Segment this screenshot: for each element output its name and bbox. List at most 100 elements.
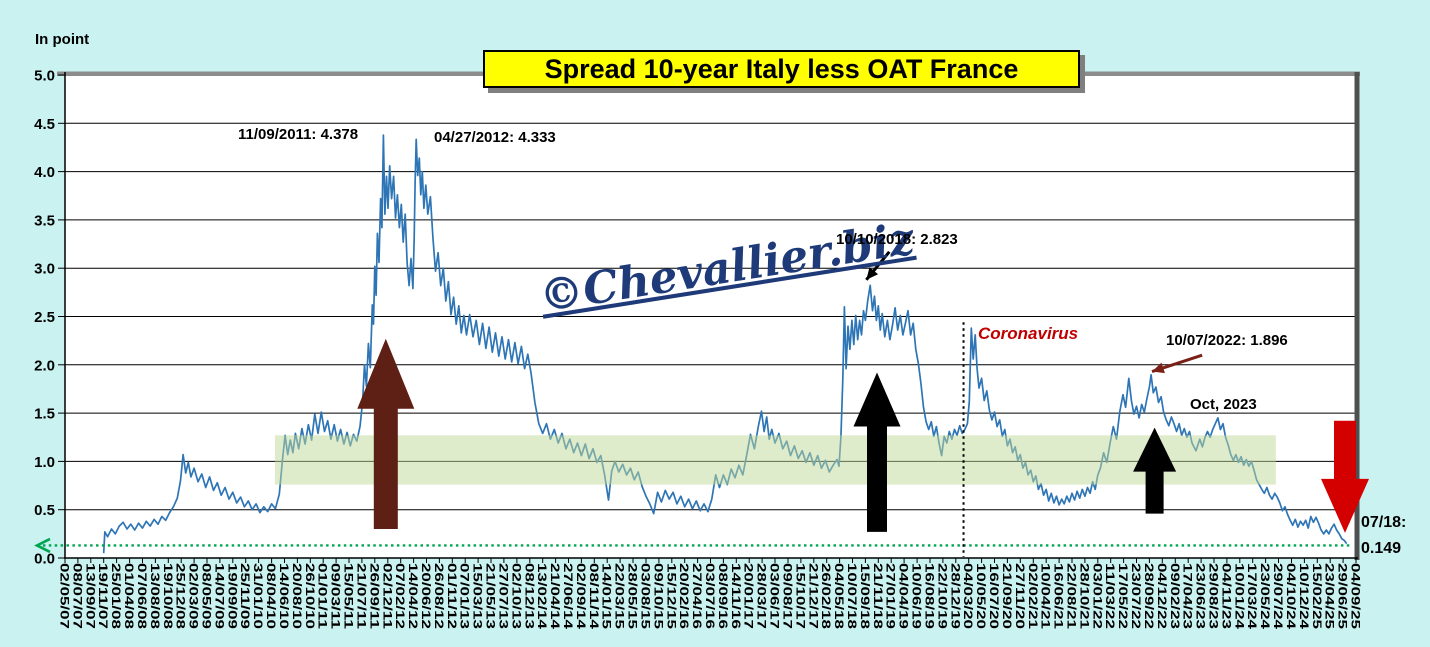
x-tick-label: 01/11/12 — [445, 563, 459, 629]
x-tick-label: 15/12/15 — [664, 563, 678, 629]
x-tick-label: 20/02/16 — [677, 563, 691, 629]
x-tick-label: 21/07/11 — [354, 563, 368, 629]
x-tick-label: 27/01/19 — [884, 563, 898, 629]
x-tick-label: 04/11/23 — [1219, 563, 1233, 629]
x-tick-label: 25/12/08 — [174, 563, 188, 629]
x-tick-label: 10/05/20 — [974, 563, 988, 629]
x-tick-label: 17/03/24 — [1245, 563, 1259, 629]
x-tick-label: 28/10/21 — [1077, 563, 1091, 629]
x-tick-label: 04/04/19 — [897, 563, 911, 629]
x-tick-label: 28/03/17 — [755, 563, 769, 629]
x-tick-label: 27/06/14 — [561, 563, 575, 629]
x-tick-label: 07/01/13 — [458, 563, 472, 629]
x-tick-label: 21/12/17 — [806, 563, 820, 629]
x-tick-label: 15/03/13 — [471, 563, 485, 629]
x-tick-label: 13/02/14 — [535, 563, 549, 629]
x-tick-label: 19/09/09 — [225, 563, 239, 629]
x-tick-label: 15/05/11 — [342, 563, 356, 629]
x-tick-label: 15/09/18 — [858, 563, 872, 629]
x-tick-label: 08/04/10 — [264, 563, 278, 629]
x-tick-label: 16/06/21 — [1052, 563, 1066, 629]
annotation-coronavirus: Coronavirus — [978, 324, 1079, 343]
x-axis-labels: 02/05/0708/07/0713/09/0719/11/0725/01/08… — [58, 563, 1363, 629]
x-tick-label: 29/08/23 — [1207, 563, 1221, 629]
plot-frame-right — [1354, 72, 1360, 560]
x-tick-label: 09/03/11 — [329, 563, 343, 629]
x-tick-label: 11/03/22 — [1103, 563, 1117, 629]
x-tick-label: 23/07/22 — [1129, 563, 1143, 629]
x-tick-label: 23/04/25 — [1323, 563, 1337, 629]
x-tick-label: 29/07/24 — [1271, 563, 1285, 629]
annotation-last-number: 0.149 — [1361, 540, 1402, 557]
x-tick-label: 16/07/20 — [987, 563, 1001, 629]
x-tick-label: 20/06/12 — [419, 563, 433, 629]
x-tick-label: 10/07/18 — [845, 563, 859, 629]
y-tick-label: 2.0 — [34, 357, 55, 374]
trend-arrows — [357, 338, 1369, 533]
y-tick-label: 0.0 — [34, 551, 55, 568]
x-tick-label: 10/01/24 — [1232, 563, 1246, 629]
x-tick-label: 04/05/18 — [832, 563, 846, 629]
x-tick-label: 02/12/11 — [380, 563, 394, 629]
x-tick-label: 14/11/16 — [729, 563, 743, 629]
drop-2025-arrow-icon — [1321, 420, 1369, 533]
x-tick-label: 31/01/10 — [251, 563, 265, 629]
x-tick-label: 15/02/25 — [1310, 563, 1324, 629]
x-tick-label: 26/10/10 — [303, 563, 317, 629]
annotation-last-date: 07/18: — [1361, 514, 1407, 531]
x-tick-label: 22/03/15 — [613, 563, 627, 629]
x-tick-label: 19/10/08 — [161, 563, 175, 629]
x-tick-label: 23/06/23 — [1194, 563, 1208, 629]
x-tick-label: 10/06/19 — [910, 563, 924, 629]
axis-ticks — [58, 74, 1357, 563]
x-tick-label: 21/05/13 — [484, 563, 498, 629]
x-tick-label: 09/08/17 — [781, 563, 795, 629]
x-tick-label: 02/05/07 — [58, 563, 72, 629]
x-tick-label: 13/08/08 — [148, 563, 162, 629]
x-tick-label: 21/04/14 — [548, 563, 562, 629]
pointer-arrow-head-icon — [1152, 362, 1165, 374]
annotation-peak-2012: 04/27/2012: 4.333 — [434, 129, 556, 146]
annotation-oct-2023: Oct, 2023 — [1190, 396, 1257, 413]
x-tick-label: 26/08/12 — [432, 563, 446, 629]
baseline-left-arrow-icon — [34, 537, 51, 554]
y-tick-label: 1.5 — [34, 406, 55, 423]
x-tick-label: 10/04/21 — [1039, 563, 1053, 629]
x-tick-label: 01/04/08 — [122, 563, 136, 629]
x-tick-label: 07/02/12 — [393, 563, 407, 629]
x-tick-label: 08/09/16 — [716, 563, 730, 629]
y-tick-label: 5.0 — [34, 68, 55, 85]
y-tick-label: 0.5 — [34, 502, 55, 519]
x-tick-label: 02/02/21 — [1026, 563, 1040, 629]
y-tick-label: 3.0 — [34, 261, 55, 278]
x-tick-label: 13/09/07 — [83, 563, 97, 629]
x-tick-label: 08/12/13 — [522, 563, 536, 629]
x-tick-label: 07/06/08 — [135, 563, 149, 629]
pointer-arrow-head-icon — [866, 267, 879, 280]
x-tick-label: 04/10/24 — [1284, 563, 1298, 629]
x-tick-label: 21/11/18 — [871, 563, 885, 629]
annotation-peak-2018: 10/10/2018: 2.823 — [836, 231, 958, 248]
x-tick-label: 14/01/15 — [600, 563, 614, 629]
x-tick-label: 28/09/22 — [1142, 563, 1156, 629]
y-axis-labels: 5.0 4.5 4.0 3.5 3.0 2.5 2.0 1.5 1.0 0.5 0.0 — [34, 68, 55, 568]
y-tick-label: 3.5 — [34, 212, 55, 229]
x-tick-label: 08/07/07 — [70, 563, 84, 629]
annotation-peak-2011: 11/09/2011: 4.378 — [238, 126, 359, 143]
x-tick-label: 25/11/09 — [238, 563, 252, 629]
x-tick-label: 26/09/11 — [367, 563, 381, 629]
x-tick-label: 14/04/12 — [406, 563, 420, 629]
x-tick-label: 03/01/22 — [1090, 563, 1104, 629]
x-tick-label: 27/07/13 — [496, 563, 510, 629]
surge-2011-arrow-icon — [357, 338, 415, 529]
surge-2018-arrow-icon — [853, 372, 901, 532]
y-tick-label: 1.0 — [34, 454, 55, 471]
highlight-band — [274, 435, 1276, 485]
annotation-pointer-arrows — [865, 250, 1203, 374]
x-tick-label: 02/09/14 — [574, 563, 588, 629]
x-tick-label: 08/11/14 — [587, 563, 601, 629]
x-tick-label: 20/08/10 — [290, 563, 304, 629]
x-tick-label: 01/01/11 — [316, 563, 330, 629]
